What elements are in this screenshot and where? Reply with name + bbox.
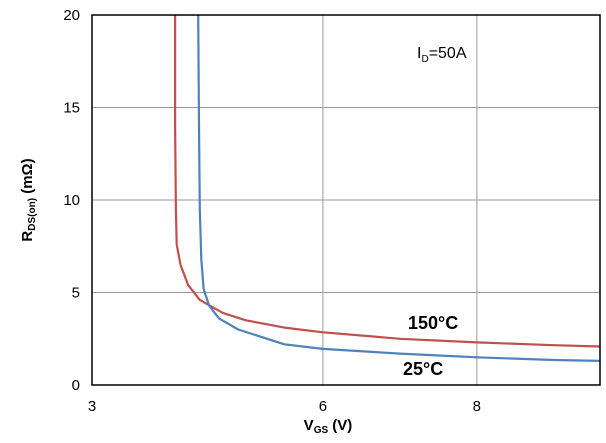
series-line-25c [197,14,601,362]
x-axis-title: VGS (V) [304,417,353,436]
y-axis-title: RDS(on) (mΩ) [19,158,38,241]
y-tick-label: 10 [63,192,80,209]
y-tick-label: 0 [72,377,80,394]
y-tick-label: 20 [63,7,80,24]
x-ticks: 3 6 8 [88,398,481,415]
series-layer [174,14,601,362]
x-tick-label: 3 [88,398,96,415]
plot-border [91,14,601,386]
annotation-current: ID=50A [417,45,467,65]
series-line-150c [174,15,601,348]
series-label-25c: 25°C [403,359,443,379]
y-ticks: 0 5 10 15 20 [63,7,80,394]
x-tick-label: 8 [473,398,481,415]
series-label-150c: 150°C [408,313,458,333]
y-tick-label: 15 [63,100,80,117]
x-tick-label: 6 [319,398,327,415]
y-tick-label: 5 [72,285,80,302]
